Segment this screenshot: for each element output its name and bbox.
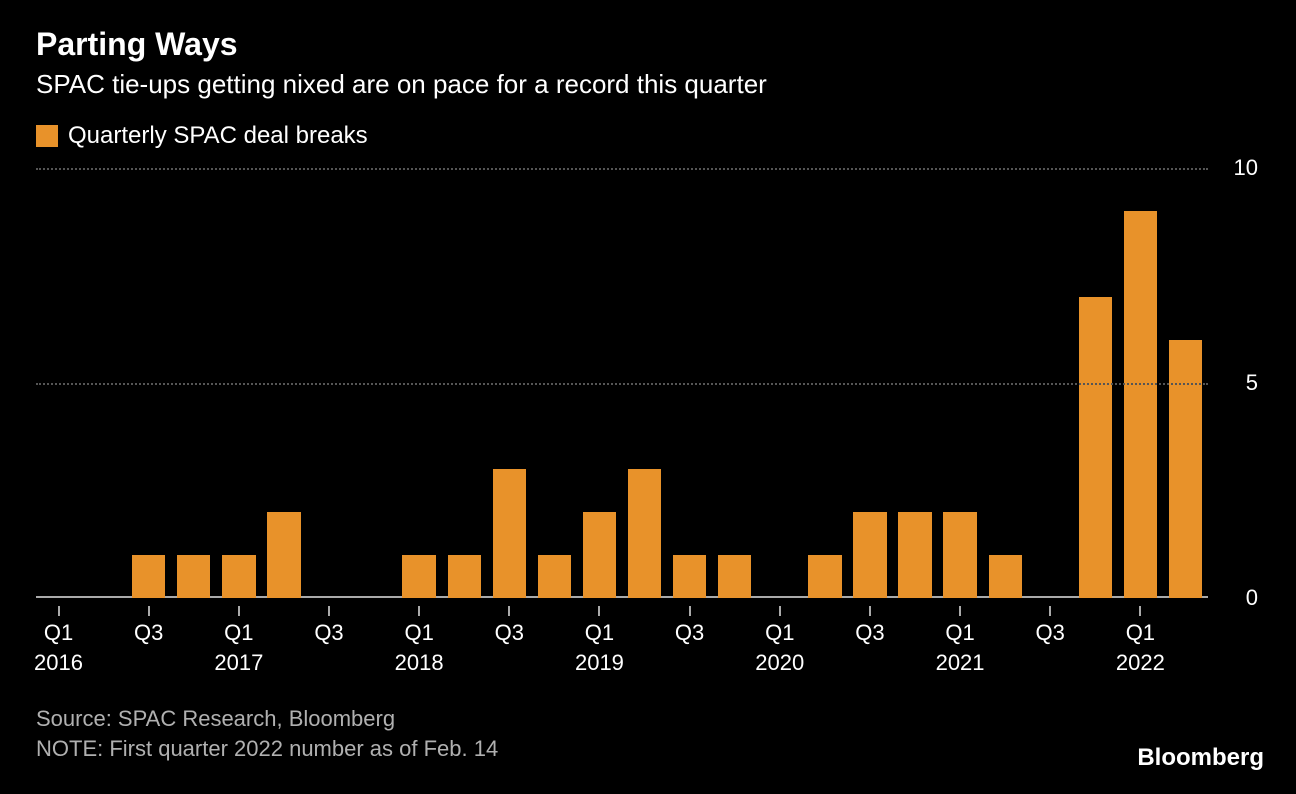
y-tick-label: 0 [1218,585,1258,611]
x-tick-mark [779,606,781,616]
x-tick-year: 2016 [34,650,83,676]
bar [989,555,1022,598]
x-tick-mark [238,606,240,616]
gridline [36,168,1208,170]
x-tick-quarter: Q3 [855,620,884,646]
legend-swatch [36,125,58,147]
x-axis: Q1 2016 Q3 Q1 2017 Q3 Q1 2018 Q3 Q1 2019 Q3 Q1 2020 Q3… [36,606,1208,696]
x-tick-quarter: Q1 [765,620,794,646]
y-tick-label: 10 [1218,155,1258,181]
x-tick-quarter: Q1 [585,620,614,646]
x-tick-quarter: Q1 [945,620,974,646]
x-tick-mark [598,606,600,616]
x-tick-quarter: Q3 [314,620,343,646]
legend-label: Quarterly SPAC deal breaks [68,122,368,150]
chart-title: Parting Ways [36,26,1260,63]
x-tick-quarter: Q1 [44,620,73,646]
x-tick-mark [328,606,330,616]
x-tick-year: 2017 [214,650,263,676]
chart-subtitle: SPAC tie-ups getting nixed are on pace f… [36,69,1260,100]
bar [448,555,481,598]
bar [538,555,571,598]
chart-container: Parting Ways SPAC tie-ups getting nixed … [0,0,1296,794]
x-tick-mark [1049,606,1051,616]
chart-plot-area: 0510 [36,168,1208,598]
bar [1169,340,1202,598]
bar [177,555,210,598]
bar [943,512,976,598]
x-tick-year: 2019 [575,650,624,676]
x-tick-quarter: Q3 [495,620,524,646]
x-tick-year: 2022 [1116,650,1165,676]
x-tick-quarter: Q1 [1126,620,1155,646]
bar [1124,211,1157,598]
x-tick-mark [58,606,60,616]
bar [628,469,661,598]
x-tick-quarter: Q1 [224,620,253,646]
x-tick-mark [418,606,420,616]
plot: 0510 [36,168,1208,598]
x-tick-year: 2021 [936,650,985,676]
source-text: Source: SPAC Research, Bloomberg [36,704,1260,734]
x-tick-year: 2018 [395,650,444,676]
bar [402,555,435,598]
brand-logo: Bloomberg [1137,744,1264,772]
bar [718,555,751,598]
bar [1079,297,1112,598]
x-tick-mark [148,606,150,616]
x-tick-year: 2020 [755,650,804,676]
x-tick-mark [1139,606,1141,616]
y-tick-label: 5 [1218,370,1258,396]
x-tick-mark [689,606,691,616]
x-tick-mark [959,606,961,616]
x-tick-mark [869,606,871,616]
bar [853,512,886,598]
bar [583,512,616,598]
bar [808,555,841,598]
x-tick-quarter: Q3 [134,620,163,646]
x-tick-quarter: Q3 [675,620,704,646]
x-tick-quarter: Q1 [404,620,433,646]
gridline [36,383,1208,385]
chart-footer: Source: SPAC Research, Bloomberg NOTE: F… [36,704,1260,763]
bar [132,555,165,598]
bar [267,512,300,598]
bar [222,555,255,598]
x-tick-mark [508,606,510,616]
x-tick-quarter: Q3 [1036,620,1065,646]
bar [673,555,706,598]
note-text: NOTE: First quarter 2022 number as of Fe… [36,734,1260,764]
legend: Quarterly SPAC deal breaks [36,122,1260,150]
bar [898,512,931,598]
bar [493,469,526,598]
